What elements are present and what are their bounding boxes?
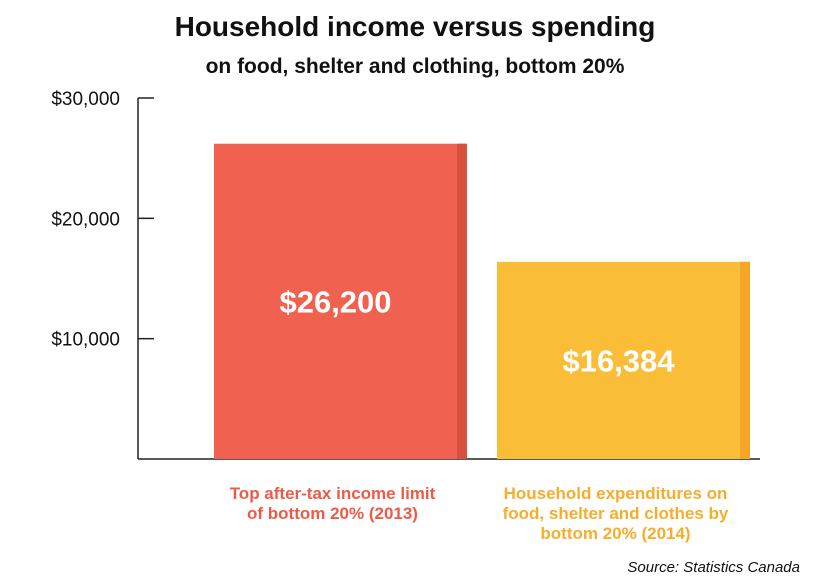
y-tick-label-0: $10,000 [51, 330, 120, 351]
bar-side-0 [457, 143, 467, 459]
chart-title: Household income versus spending [175, 11, 656, 42]
bar-value-label-1: $16,384 [562, 343, 675, 378]
chart-subtitle: on food, shelter and clothing, bottom 20… [206, 55, 625, 78]
category-label-1-line-2: bottom 20% (2014) [540, 524, 690, 543]
bars: $26,200 $16,384 [214, 143, 750, 459]
bar-0 [214, 143, 467, 459]
bar-1 [497, 261, 750, 459]
category-label-1-line-1: food, shelter and clothes by [503, 504, 729, 523]
y-tick-label-1: $20,000 [51, 209, 120, 230]
source-note: Source: Statistics Canada [627, 559, 800, 576]
bar-side-1 [740, 261, 750, 459]
bar-value-label-0: $26,200 [279, 284, 391, 319]
category-label-0-line-1: of bottom 20% (2013) [247, 504, 418, 523]
category-label-1-line-0: Household expenditures on [504, 484, 728, 503]
category-label-0-line-0: Top after-tax income limit [230, 484, 436, 503]
y-tick-label-2: $30,000 [51, 89, 120, 110]
